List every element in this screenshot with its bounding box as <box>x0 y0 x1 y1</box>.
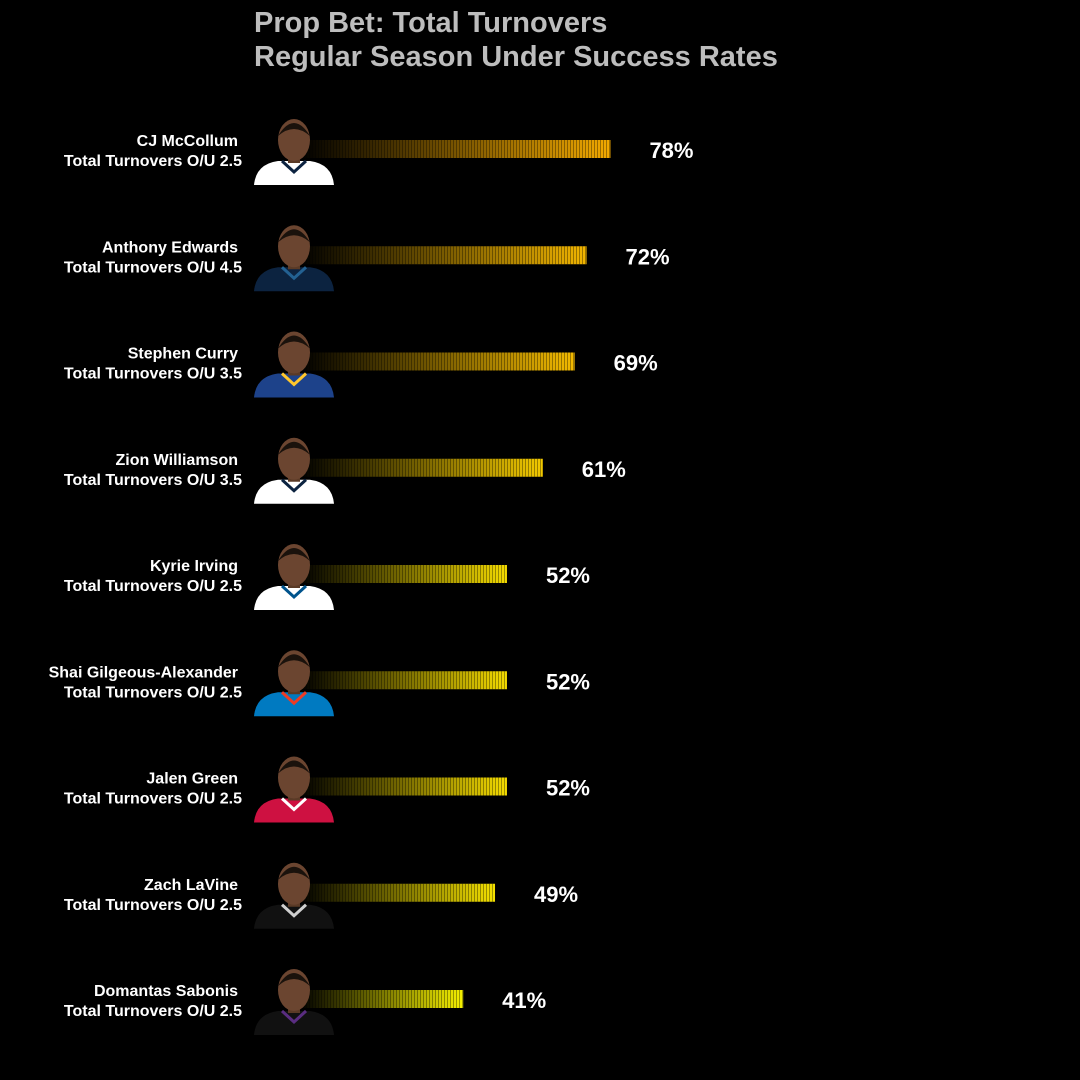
player-avatar-icon <box>254 331 334 398</box>
value-label: 41% <box>502 988 546 1013</box>
bar-texture <box>300 352 575 371</box>
bar-texture <box>300 140 611 158</box>
prop-line: Total Turnovers O/U 2.5 <box>64 578 242 595</box>
row-label: CJ McCollum Total Turnovers O/U 2.5 <box>64 133 242 170</box>
row-label: Zion Williamson Total Turnovers O/U 3.5 <box>64 452 242 489</box>
bar-texture <box>300 565 507 583</box>
player-avatar-icon <box>254 437 334 504</box>
chart-row: Zion Williamson Total Turnovers O/U 3.5 61… <box>64 437 626 504</box>
value-label: 52% <box>546 669 590 694</box>
player-name: Shai Gilgeous-Alexander <box>49 664 238 681</box>
row-label: Shai Gilgeous-Alexander Total Turnovers O… <box>49 664 242 701</box>
player-name: Stephen Curry <box>128 346 238 363</box>
player-name: Anthony Edwards <box>102 239 238 256</box>
chart-row: Kyrie Irving Total Turnovers O/U 2.5 52% <box>64 544 590 610</box>
value-label: 52% <box>546 563 590 588</box>
chart-row: CJ McCollum Total Turnovers O/U 2.5 78% <box>64 119 693 185</box>
chart-title-block: Prop Bet: Total Turnovers Regular Season… <box>254 6 778 74</box>
player-avatar-icon <box>254 119 334 185</box>
chart-row: Zach LaVine Total Turnovers O/U 2.5 49% <box>64 862 578 929</box>
value-label: 72% <box>626 244 670 269</box>
row-label: Jalen Green Total Turnovers O/U 2.5 <box>64 771 242 808</box>
bar-texture <box>300 990 464 1008</box>
player-avatar-icon <box>254 756 334 823</box>
value-label: 78% <box>649 138 693 163</box>
player-name: Jalen Green <box>146 771 238 788</box>
prop-line: Total Turnovers O/U 2.5 <box>64 897 242 914</box>
player-name: CJ McCollum <box>137 133 238 150</box>
player-name: Domantas Sabonis <box>94 983 238 1000</box>
bar-texture <box>300 883 496 902</box>
prop-line: Total Turnovers O/U 4.5 <box>64 259 242 276</box>
bar-texture <box>300 458 543 477</box>
row-label: Anthony Edwards Total Turnovers O/U 4.5 <box>64 239 242 276</box>
prop-line: Total Turnovers O/U 3.5 <box>64 472 242 489</box>
prop-line: Total Turnovers O/U 2.5 <box>64 791 242 808</box>
bar-texture <box>300 246 587 265</box>
player-name: Zach LaVine <box>144 877 238 894</box>
chart-row: Shai Gilgeous-Alexander Total Turnovers O… <box>49 650 590 717</box>
player-avatar-icon <box>254 650 334 717</box>
chart-rows: CJ McCollum Total Turnovers O/U 2.5 78% Ant… <box>49 119 693 1035</box>
chart-subtitle: Regular Season Under Success Rates <box>254 41 778 73</box>
player-avatar-icon <box>254 544 334 610</box>
value-label: 49% <box>534 882 578 907</box>
row-label: Zach LaVine Total Turnovers O/U 2.5 <box>64 877 242 914</box>
value-label: 52% <box>546 776 590 801</box>
player-avatar-icon <box>254 225 334 292</box>
player-avatar-icon <box>254 969 334 1035</box>
player-avatar-icon <box>254 862 334 929</box>
prop-line: Total Turnovers O/U 2.5 <box>64 153 242 170</box>
prop-line: Total Turnovers O/U 2.5 <box>64 1003 242 1020</box>
prop-line: Total Turnovers O/U 2.5 <box>64 684 242 701</box>
chart-row: Anthony Edwards Total Turnovers O/U 4.5 72… <box>64 225 670 292</box>
chart-row: Stephen Curry Total Turnovers O/U 3.5 69% <box>64 331 658 398</box>
value-label: 61% <box>582 457 626 482</box>
player-name: Zion Williamson <box>115 452 238 469</box>
player-name: Kyrie Irving <box>150 558 238 575</box>
chart-row: Domantas Sabonis Total Turnovers O/U 2.5 4… <box>64 969 546 1035</box>
chart-row: Jalen Green Total Turnovers O/U 2.5 52% <box>64 756 590 823</box>
chart-title: Prop Bet: Total Turnovers <box>254 7 608 39</box>
row-label: Kyrie Irving Total Turnovers O/U 2.5 <box>64 558 242 595</box>
value-label: 69% <box>614 351 658 376</box>
bar-texture <box>300 671 507 690</box>
prop-line: Total Turnovers O/U 3.5 <box>64 366 242 383</box>
bar-texture <box>300 777 507 796</box>
row-label: Stephen Curry Total Turnovers O/U 3.5 <box>64 346 242 383</box>
row-label: Domantas Sabonis Total Turnovers O/U 2.5 <box>64 983 242 1020</box>
